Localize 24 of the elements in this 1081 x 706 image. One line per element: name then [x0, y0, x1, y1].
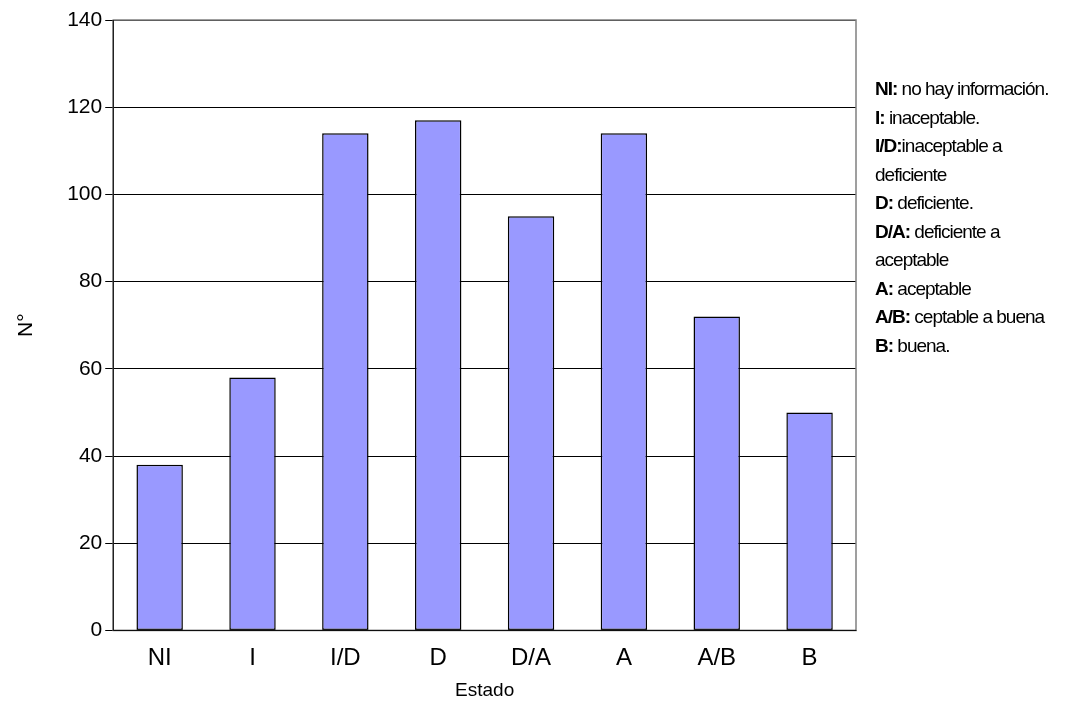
y-tick-label: 60: [78, 355, 103, 379]
y-tick-label: 0: [90, 617, 103, 641]
text: A/B: ceptable a buena: [875, 305, 1046, 329]
text: D: deficiente.: [875, 191, 974, 215]
x-tick-label: A/B: [697, 643, 737, 671]
y-tick-label: 80: [78, 268, 103, 292]
y-tick-label: 20: [78, 530, 103, 553]
text: A: aceptable: [875, 276, 972, 301]
x-tick-label: D/A: [511, 643, 552, 671]
x-axis-title: Estado: [455, 678, 515, 700]
x-tick-label: NI: [147, 643, 172, 671]
x-tick-label: I: [249, 643, 256, 671]
text: NI: no hay información.: [875, 77, 1050, 101]
x-tick-label: B: [801, 643, 818, 671]
y-axis-title: N°: [13, 313, 37, 337]
text: I: inaceptable.: [875, 105, 981, 130]
y-tick-label: 100: [67, 181, 103, 205]
x-tick-label: I/D: [330, 643, 361, 671]
y-tick-label: 120: [67, 94, 103, 117]
x-tick-label: A: [615, 643, 632, 671]
text: B: buena.: [875, 333, 951, 358]
x-tick-label: D: [429, 643, 447, 671]
y-tick-label: 40: [78, 442, 103, 466]
y-tick-label: 140: [67, 6, 103, 30]
